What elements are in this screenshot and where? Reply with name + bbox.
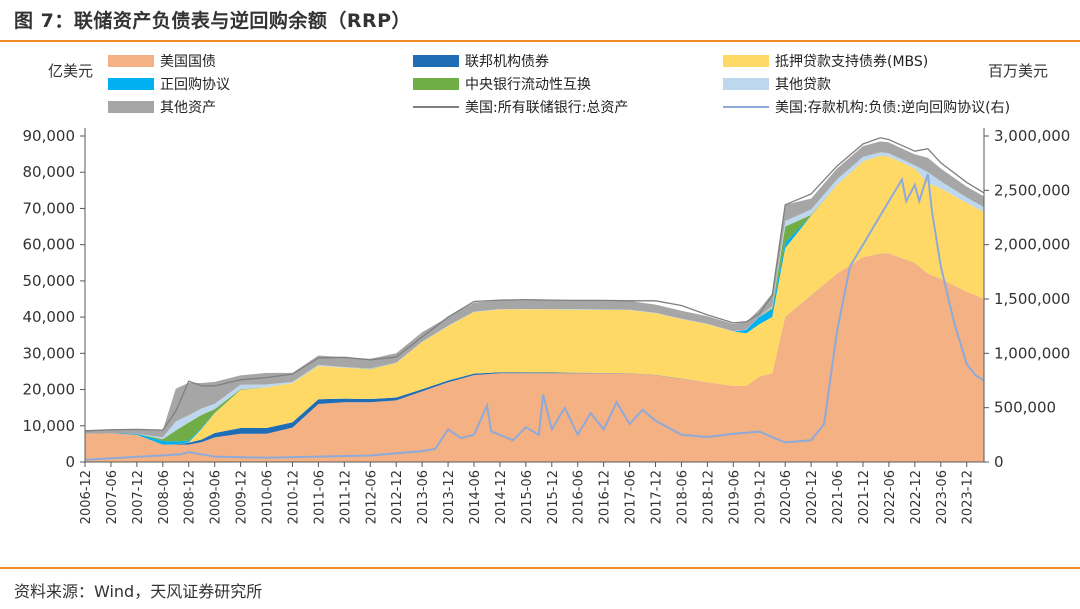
source-rule <box>0 567 1080 569</box>
legend-swatch <box>723 78 769 90</box>
y-left-unit: 亿美元 <box>48 62 93 80</box>
y-right-tick-label: 1,500,000 <box>994 290 1070 308</box>
x-tick-label: 2007-06 <box>105 470 120 524</box>
x-tick-label: 2008-06 <box>157 470 172 524</box>
legend-label: 其他资产 <box>160 100 216 116</box>
x-tick-label: 2011-12 <box>338 470 353 524</box>
legend: 美国国债 联邦机构债券 抵押贷款支持债券(MBS) 正回购协议 中央银行流动性互换 其他贷… <box>108 54 1010 116</box>
y-right-tick-label: 2,500,000 <box>994 181 1070 199</box>
y-right-tick-label: 3,000,000 <box>994 127 1070 145</box>
legend-swatch <box>108 55 154 67</box>
x-tick-label: 2009-06 <box>209 470 224 524</box>
x-tick-label: 2020-12 <box>805 470 820 524</box>
x-tick-label: 2020-06 <box>779 470 794 524</box>
legend-label: 联邦机构债券 <box>465 54 549 70</box>
legend-item-treasury: 美国国债 <box>108 54 216 70</box>
x-tick-label: 2018-06 <box>675 470 690 524</box>
x-tick-label: 2015-06 <box>520 470 535 524</box>
y-left-tick-label: 30,000 <box>23 344 76 362</box>
x-tick-label: 2010-12 <box>286 470 301 524</box>
y-right-tick-label: 500,000 <box>994 399 1056 417</box>
figure-title: 图 7：联储资产负债表与逆回购余额（RRP） <box>14 10 412 32</box>
x-tick-label: 2008-12 <box>183 470 198 524</box>
x-tick-label: 2013-12 <box>442 470 457 524</box>
x-tick-label: 2011-06 <box>312 470 327 524</box>
x-tick-label: 2013-06 <box>416 470 431 524</box>
legend-label: 正回购协议 <box>160 77 230 93</box>
legend-label: 中央银行流动性互换 <box>465 76 591 93</box>
x-tick-label: 2022-06 <box>883 470 898 524</box>
x-tick-label: 2017-12 <box>650 470 665 524</box>
x-tick-label: 2022-12 <box>909 470 924 524</box>
x-tick-label: 2010-06 <box>261 470 276 524</box>
line-reverse-repo <box>84 173 985 461</box>
x-tick-label: 2018-12 <box>701 470 716 524</box>
y-left-tick-label: 60,000 <box>23 236 76 254</box>
x-tick-label: 2006-12 <box>79 470 94 524</box>
legend-label: 抵押贷款支持债券(MBS) <box>775 54 928 70</box>
x-tick-label: 2021-12 <box>857 470 872 524</box>
figure-source: 资料来源：Wind，天风证券研究所 <box>14 582 263 601</box>
y-left-tick-label: 20,000 <box>23 381 76 399</box>
area-treasury <box>85 253 984 462</box>
x-tick-label: 2016-06 <box>572 470 587 524</box>
legend-item-other-loans: 其他贷款 <box>723 77 831 93</box>
line-series <box>84 137 985 461</box>
x-tick-label: 2012-06 <box>364 470 379 524</box>
legend-swatch <box>108 101 154 113</box>
legend-label: 其他贷款 <box>775 77 831 93</box>
y-left-tick-label: 50,000 <box>23 272 76 290</box>
y-right-tick-label: 1,000,000 <box>994 344 1070 362</box>
x-tick-label: 2014-06 <box>468 470 483 524</box>
legend-item-other-assets: 其他资产 <box>108 100 216 116</box>
y-right-tick-label: 2,000,000 <box>994 236 1070 254</box>
legend-item-reverse-repo: 美国:存款机构:负债:逆向回购协议(右) <box>723 100 1010 116</box>
title-rule <box>0 40 1080 42</box>
y-left-tick-label: 40,000 <box>23 308 76 326</box>
chart: 0 10,000 20,000 30,000 40,000 50,000 60,000 70,… <box>23 54 1071 524</box>
legend-label: 美国:存款机构:负债:逆向回购协议(右) <box>775 100 1010 116</box>
area-mbs <box>85 155 984 445</box>
legend-swatch <box>413 78 459 90</box>
x-tick-label: 2019-06 <box>727 470 742 524</box>
x-tick-label: 2023-12 <box>961 470 976 524</box>
legend-item-total-assets: 美国:所有联储银行:总资产 <box>413 100 628 116</box>
x-tick-label: 2019-12 <box>753 470 768 524</box>
legend-label: 美国国债 <box>160 54 216 70</box>
legend-item-repo: 正回购协议 <box>108 77 230 93</box>
y-right-tick-label: 0 <box>994 453 1004 471</box>
legend-swatch <box>108 78 154 90</box>
y-left-tick-label: 70,000 <box>23 199 76 217</box>
y-left-tick-label: 10,000 <box>23 417 76 435</box>
y-left-tick-label: 90,000 <box>23 127 76 145</box>
legend-item-agency: 联邦机构债券 <box>413 54 549 70</box>
axes: 0 10,000 20,000 30,000 40,000 50,000 60,000 70,… <box>23 62 1071 524</box>
legend-item-mbs: 抵押贷款支持债券(MBS) <box>723 54 928 70</box>
y-left-tick-label: 80,000 <box>23 163 76 181</box>
stacked-areas <box>85 141 984 462</box>
x-tick-label: 2021-06 <box>831 470 846 524</box>
line-total-assets <box>84 137 985 432</box>
legend-swatch <box>723 55 769 67</box>
x-tick-label: 2016-12 <box>598 470 613 524</box>
legend-swatch <box>413 55 459 67</box>
x-tick-label: 2017-06 <box>624 470 639 524</box>
x-tick-label: 2007-12 <box>131 470 146 524</box>
y-left-tick-label: 0 <box>65 453 75 471</box>
legend-item-swaps: 中央银行流动性互换 <box>413 76 591 93</box>
x-tick-label: 2009-12 <box>235 470 250 524</box>
legend-label: 美国:所有联储银行:总资产 <box>465 100 628 116</box>
x-tick-label: 2023-06 <box>935 470 950 524</box>
x-tick-label: 2015-12 <box>546 470 561 524</box>
x-tick-label: 2014-12 <box>494 470 509 524</box>
y-right-unit: 百万美元 <box>988 62 1048 80</box>
x-tick-label: 2012-12 <box>390 470 405 524</box>
